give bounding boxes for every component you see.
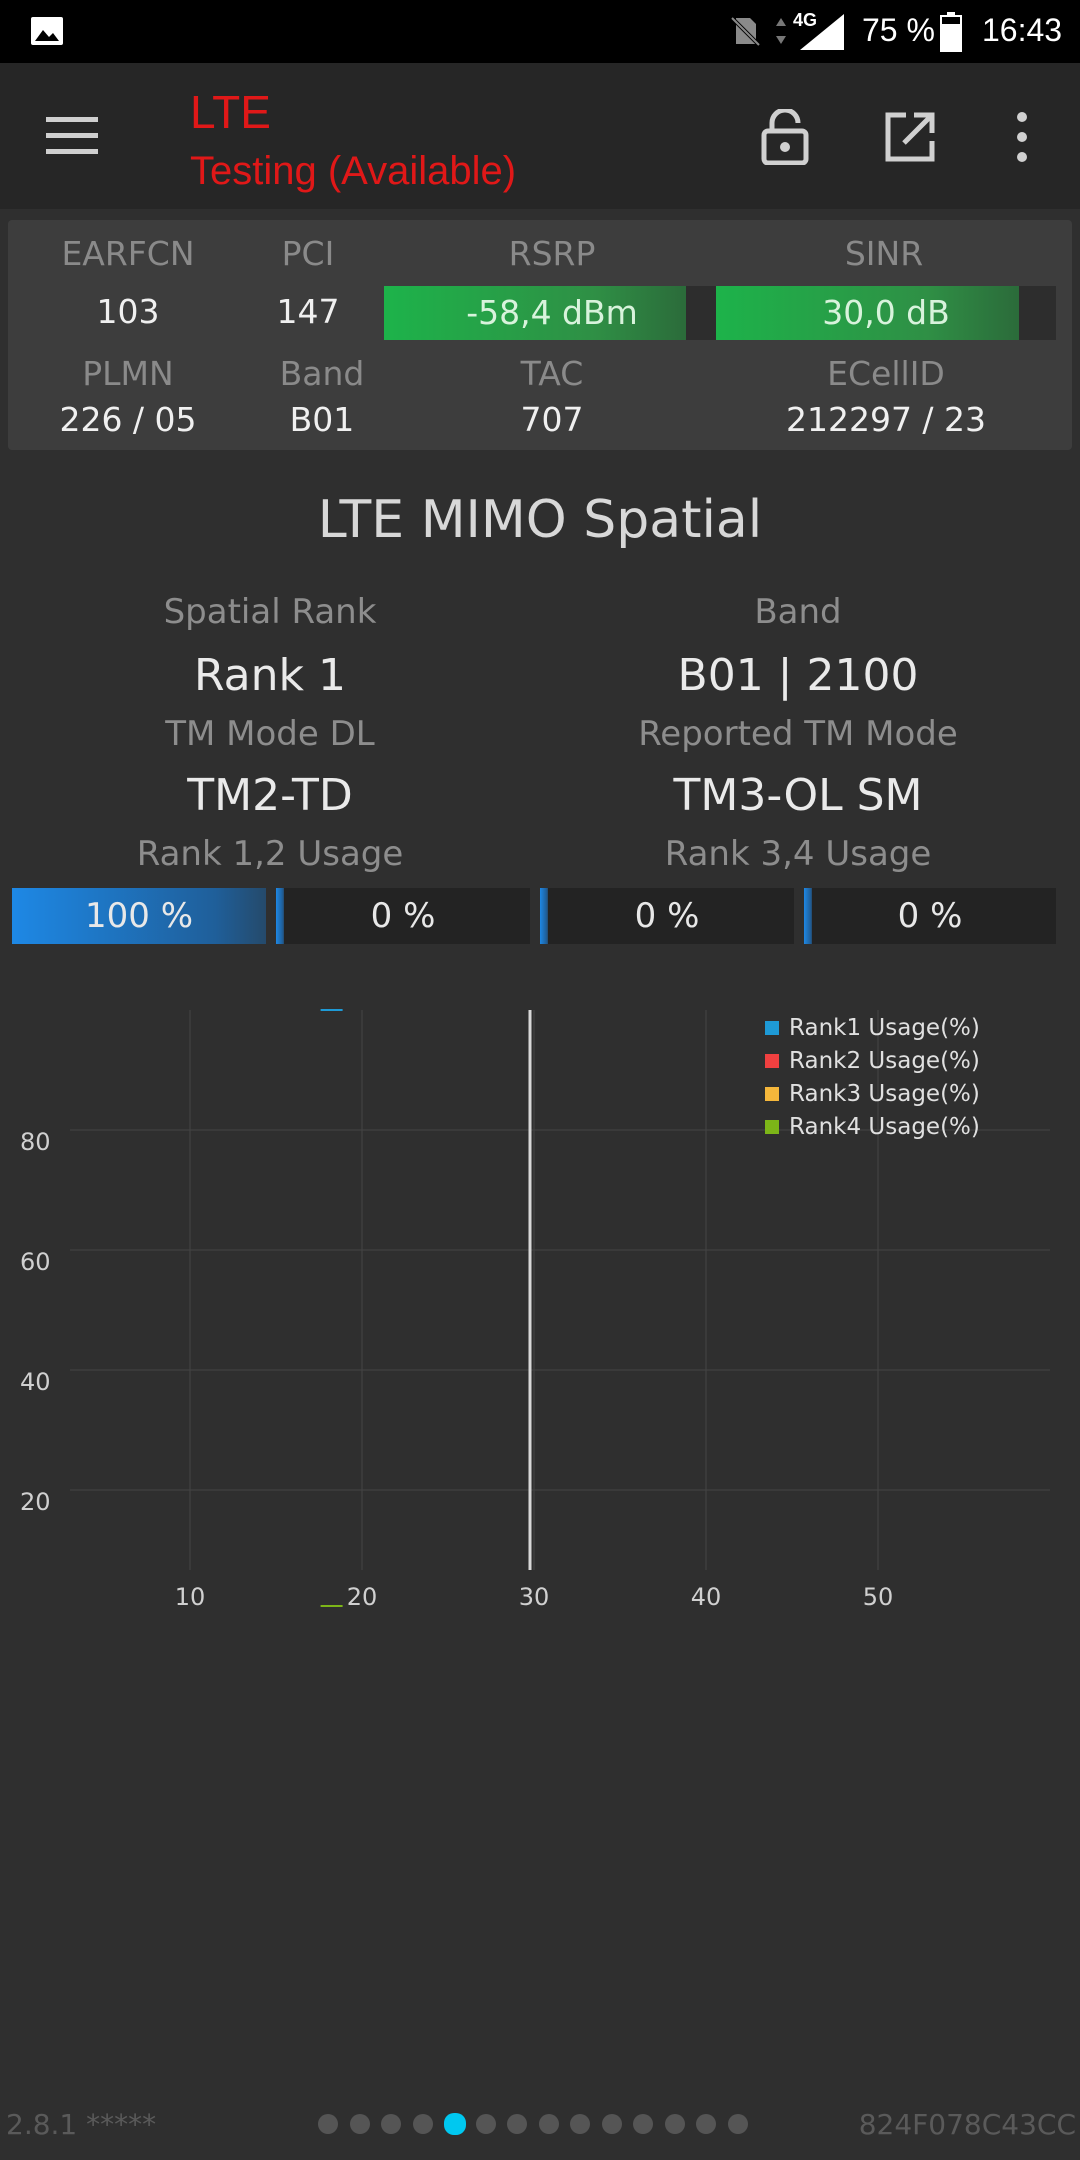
rank3-usage-fill	[540, 888, 548, 944]
page-dot[interactable]	[318, 2114, 338, 2134]
battery-icon	[940, 12, 962, 52]
tm-mode-dl-label: TM Mode DL	[165, 714, 375, 754]
earfcn-label: EARFCN	[61, 234, 195, 273]
x-tick-label: 30	[519, 1583, 550, 1611]
rank-usage-chart: 10 20 30 40 50 20 40 60 80 Rank1 Usage(%) Rank2 Us…	[20, 1009, 1050, 1611]
app-title: LTE	[190, 86, 271, 138]
page-dot[interactable]	[349, 2114, 370, 2134]
app-subtitle: Testing (Available)	[190, 149, 517, 193]
status-bar: 4G 75 % 16:43	[0, 0, 1080, 63]
legend-swatch	[765, 1120, 779, 1134]
rank4-usage-value: 0 %	[897, 896, 963, 936]
band-label: Band	[279, 354, 365, 393]
version-label: 2.8.1 *****	[6, 2108, 157, 2141]
page-dot[interactable]	[507, 2114, 527, 2134]
spatial-rank-value: Rank 1	[194, 650, 346, 701]
legend-swatch	[765, 1087, 779, 1101]
pci-value: 147	[276, 292, 340, 331]
page-dot[interactable]	[412, 2114, 433, 2134]
rsrp-bar: -58,4 dBm	[384, 286, 720, 340]
ecellid-value: 212297 / 23	[785, 400, 987, 439]
clock: 16:43	[982, 12, 1063, 48]
page-dot[interactable]	[381, 2114, 401, 2134]
y-tick-label: 80	[20, 1128, 51, 1156]
rank2-usage-fill	[276, 888, 284, 944]
page-dot[interactable]	[664, 2114, 685, 2134]
no-sim-icon	[730, 16, 761, 47]
cell-info-panel: EARFCN 103 PCI 147 RSRP -58,4 dBm SINR 3…	[8, 220, 1072, 450]
legend-entry: Rank3 Usage(%)	[789, 1081, 980, 1107]
plmn-label: PLMN	[82, 354, 174, 393]
page-dot[interactable]	[570, 2114, 590, 2134]
reported-tm-mode-value: TM3-OL SM	[673, 770, 923, 821]
rank34-usage-label: Rank 3,4 Usage	[664, 834, 932, 874]
rank12-usage-label: Rank 1,2 Usage	[136, 834, 404, 874]
rank2-usage-value: 0 %	[370, 896, 436, 936]
rsrp-bar-fill	[384, 286, 687, 340]
earfcn-value: 103	[96, 292, 160, 331]
page-dot[interactable]	[696, 2114, 716, 2134]
app-bar: LTE Testing (Available)	[0, 63, 1080, 209]
mimo-band-value: B01 | 2100	[677, 650, 919, 701]
rank3-usage-value: 0 %	[634, 896, 700, 936]
plmn-value: 226 / 05	[59, 400, 197, 439]
lock-open-icon[interactable]	[760, 109, 810, 165]
page-dot[interactable]	[601, 2114, 622, 2134]
battery-percent: 75 %	[862, 12, 935, 48]
tac-label: TAC	[520, 354, 584, 393]
x-tick-label: 50	[863, 1583, 894, 1611]
tm-mode-dl-value: TM2-TD	[187, 770, 353, 821]
page-dot[interactable]	[538, 2114, 559, 2134]
page-dot-active[interactable]	[444, 2113, 466, 2135]
open-external-icon[interactable]	[884, 111, 936, 163]
rank1-usage-value: 100 %	[84, 896, 193, 936]
rsrp-label: RSRP	[508, 234, 596, 273]
y-tick-label: 60	[20, 1248, 51, 1276]
rank3-usage-bar: 0 %	[540, 888, 794, 944]
x-tick-label: 20	[347, 1583, 378, 1611]
rank4-usage-bar: 0 %	[804, 888, 1056, 944]
legend-entry: Rank2 Usage(%)	[789, 1048, 980, 1074]
image-notification-icon	[31, 17, 63, 45]
data-arrows-icon	[776, 18, 786, 44]
rank1-usage-bar: 100 %	[12, 888, 266, 944]
ecellid-label: ECellID	[827, 354, 945, 393]
legend-swatch	[765, 1021, 779, 1035]
rank1-usage-fill	[12, 888, 266, 944]
page-dot[interactable]	[727, 2114, 748, 2134]
sinr-bar-fill	[716, 286, 1019, 340]
mimo-band-label: Band	[754, 592, 842, 632]
sinr-label: SINR	[844, 234, 924, 273]
legend-swatch	[765, 1054, 779, 1068]
device-id: 824F078C43CC	[858, 2108, 1076, 2141]
sinr-bar: 30,0 dB	[716, 286, 1056, 340]
rank4-usage-fill	[804, 888, 812, 944]
reported-tm-mode-label: Reported TM Mode	[638, 714, 958, 754]
page-dot[interactable]	[475, 2114, 496, 2134]
band-value: B01	[289, 400, 355, 439]
rsrp-value: -58,4 dBm	[466, 293, 638, 332]
network-type: 4G	[793, 10, 818, 30]
sinr-value: 30,0 dB	[822, 293, 950, 332]
legend-entry: Rank4 Usage(%)	[789, 1114, 980, 1140]
page-dot[interactable]	[633, 2114, 653, 2134]
legend-entry: Rank1 Usage(%)	[789, 1015, 980, 1041]
menu-icon[interactable]	[46, 115, 98, 155]
y-tick-label: 20	[20, 1488, 51, 1516]
x-tick-label: 40	[691, 1583, 722, 1611]
spatial-rank-label: Spatial Rank	[163, 592, 377, 632]
tac-value: 707	[520, 400, 584, 439]
rank2-usage-bar: 0 %	[276, 888, 530, 944]
more-options-icon[interactable]	[1016, 111, 1028, 163]
y-tick-label: 40	[20, 1368, 51, 1396]
signal-strength-icon	[800, 14, 844, 50]
x-tick-label: 10	[175, 1583, 206, 1611]
section-title: LTE MIMO Spatial	[317, 490, 763, 550]
pci-label: PCI	[281, 234, 335, 273]
